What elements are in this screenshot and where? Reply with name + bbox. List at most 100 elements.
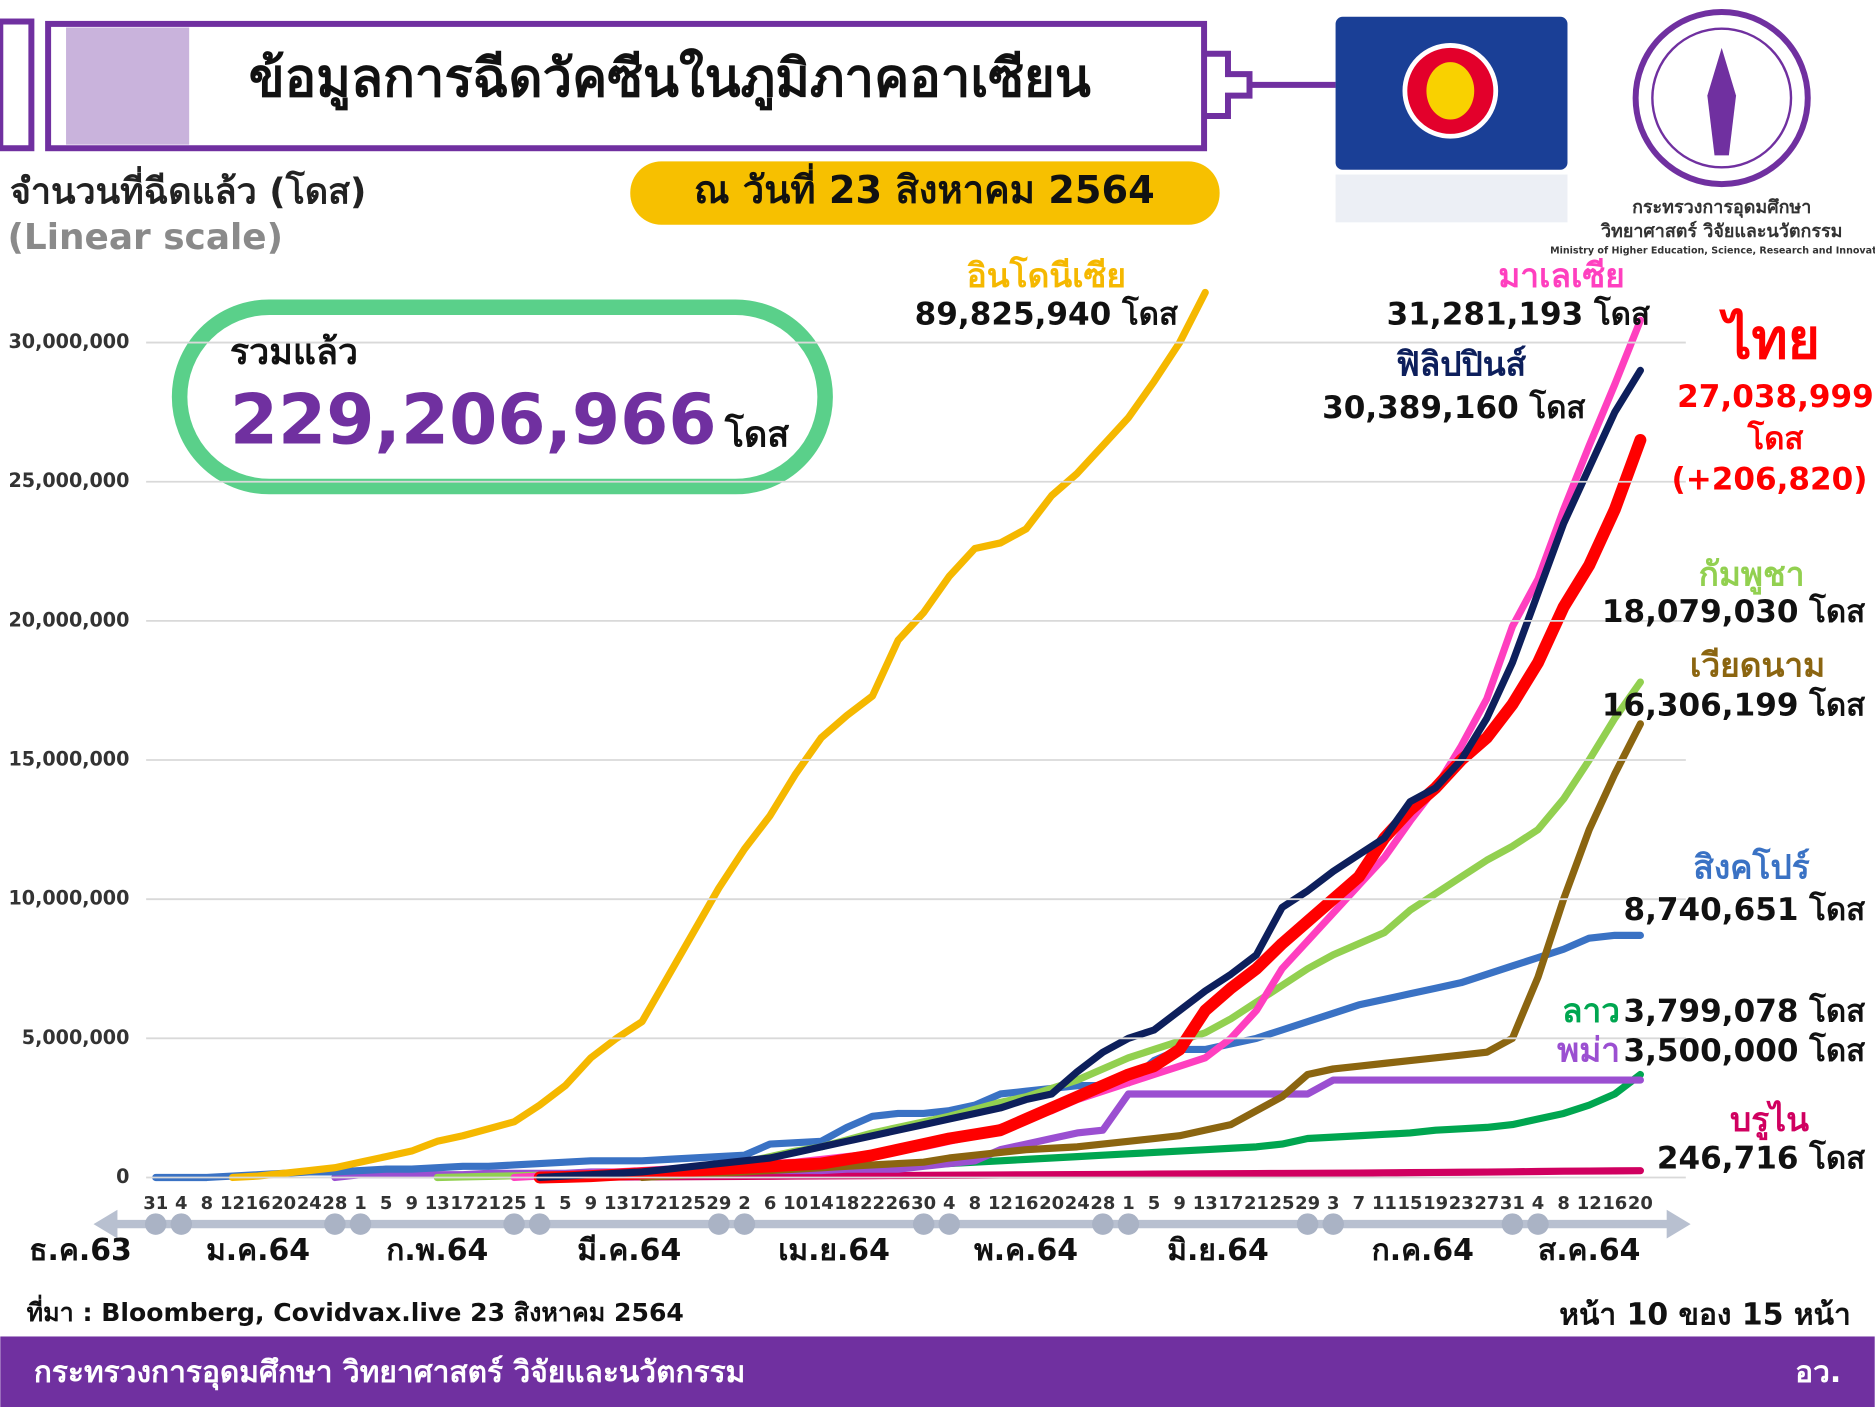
x-tick-label: 28 [1090,1193,1115,1214]
y-tick-label: 10,000,000 [9,887,130,910]
month-label: ม.ค.64 [206,1233,310,1268]
x-tick-label: 13 [425,1193,450,1214]
month-label: ธ.ค.63 [29,1233,131,1268]
month-label: พ.ค.64 [974,1233,1078,1268]
series-name: ลาว [1562,991,1620,1030]
series-line [533,433,1647,1184]
y-tick-label: 20,000,000 [9,608,130,631]
series-value-label: 31,281,193 โดส [1387,295,1650,333]
month-label: ส.ค.64 [1538,1233,1641,1268]
month-marker [324,1213,346,1235]
x-tick-label: 21 [1244,1193,1269,1214]
x-tick-label: 19 [1423,1193,1448,1214]
series-value-label: 18,079,030 โดส [1602,592,1865,630]
x-tick-label: 13 [1193,1193,1218,1214]
x-tick-label: 6 [764,1193,776,1214]
month-label: มิ.ย.64 [1167,1233,1268,1268]
x-tick-label: 24 [1065,1193,1090,1214]
x-tick-label: 14 [809,1193,834,1214]
total-value: 229,206,966 [230,380,717,460]
series-name: ไทย [1719,307,1820,371]
x-tick-label: 16 [246,1193,271,1214]
series-value-label: 16,306,199 โดส [1602,685,1865,723]
series-value-label: 3,799,078 โดส [1623,992,1865,1030]
x-tick-label: 18 [834,1193,859,1214]
x-tick-label: 29 [1295,1193,1320,1214]
x-tick-label: 4 [175,1193,187,1214]
month-marker [1092,1213,1114,1235]
x-tick-label: 12 [988,1193,1013,1214]
x-tick-label: 21 [476,1193,501,1214]
series-name: บรูไน [1730,1100,1809,1141]
total-label: รวมแล้ว [230,332,358,373]
month-marker [708,1213,730,1235]
x-tick-label: 3 [1327,1193,1339,1214]
y-tick-label: 30,000,000 [9,330,130,353]
y-tick-label: 5,000,000 [22,1026,130,1049]
x-tick-label: 22 [860,1193,885,1214]
month-marker [1501,1213,1524,1235]
month-marker [144,1213,167,1235]
x-tick-label: 8 [1557,1193,1569,1214]
x-tick-label: 9 [405,1193,417,1214]
x-tick-label: 25 [681,1193,706,1214]
x-tick-label: 30 [911,1193,936,1214]
series-value-label: 89,825,940 โดส [915,295,1178,333]
x-tick-label: 26 [886,1193,911,1214]
month-marker [912,1213,935,1235]
footer-band [0,1336,1875,1407]
series-value-label: 246,716 โดส [1657,1139,1865,1177]
scale-note: (Linear scale) [7,217,283,258]
x-tick-label: 16 [1602,1193,1627,1214]
month-marker [528,1213,551,1235]
total-unit: โดส [724,412,790,455]
x-tick-label: 17 [1218,1193,1243,1214]
logo-inner [1651,27,1793,169]
month-marker [503,1213,525,1235]
flag-reflection [1335,174,1568,223]
source: ที่มา : Bloomberg, Covidvax.live 23 สิงห… [27,1294,684,1327]
series-name: สิงคโปร์ [1693,848,1809,887]
x-tick-label: 17 [630,1193,655,1214]
syringe-plunger [0,18,35,152]
x-axis-arrow [1666,1209,1691,1239]
total-box [171,299,833,495]
x-tick-label: 13 [604,1193,629,1214]
footer-org: กระทรวงการอุดมศึกษา วิทยาศาสตร์ วิจัยและ… [34,1355,746,1390]
x-tick-label: 12 [220,1193,245,1214]
x-tick-label: 7 [1353,1193,1365,1214]
x-tick-label: 1 [1122,1193,1134,1214]
x-tick-label: 21 [655,1193,680,1214]
x-tick-label: 1 [533,1193,545,1214]
logo-text: กระทรวงการอุดมศึกษา [1632,197,1811,218]
x-tick-label: 28 [322,1193,347,1214]
series-name: ฟิลิปปินส์ [1396,344,1527,383]
x-tick-label: 25 [1270,1193,1295,1214]
y-tick-label: 0 [116,1165,129,1188]
x-tick-label: 11 [1372,1193,1397,1214]
date-badge [630,161,1220,225]
logo-text: Ministry of Higher Education, Science, R… [1550,246,1875,257]
month-marker [1117,1213,1140,1235]
y-tick-label: 15,000,000 [9,748,130,771]
series-name: พม่า [1557,1030,1620,1069]
x-tick-label: 4 [1532,1193,1544,1214]
series-line [638,720,1644,1182]
x-tick-label: 5 [559,1193,571,1214]
x-tick-label: 12 [1577,1193,1602,1214]
x-tick-label: 5 [1148,1193,1160,1214]
y-axis-label: จำนวนที่ฉีดแล้ว (โดส) [10,166,367,213]
syringe-fill [66,27,190,145]
syringe-body [45,20,1208,152]
month-label: มี.ค.64 [577,1233,681,1268]
series-name: กัมพูชา [1699,555,1805,596]
x-axis-arrow [93,1209,118,1239]
series-value-label: 27,038,999 [1677,379,1874,415]
month-marker [1527,1213,1549,1235]
series-value-label: 3,500,000 โดส [1623,1031,1865,1069]
x-tick-label: 5 [380,1193,392,1214]
x-tick-label: 8 [969,1193,981,1214]
series-name: มาเลเซีย [1498,256,1625,295]
x-tick-label: 20 [1039,1193,1064,1214]
x-tick-label: 1 [354,1193,366,1214]
